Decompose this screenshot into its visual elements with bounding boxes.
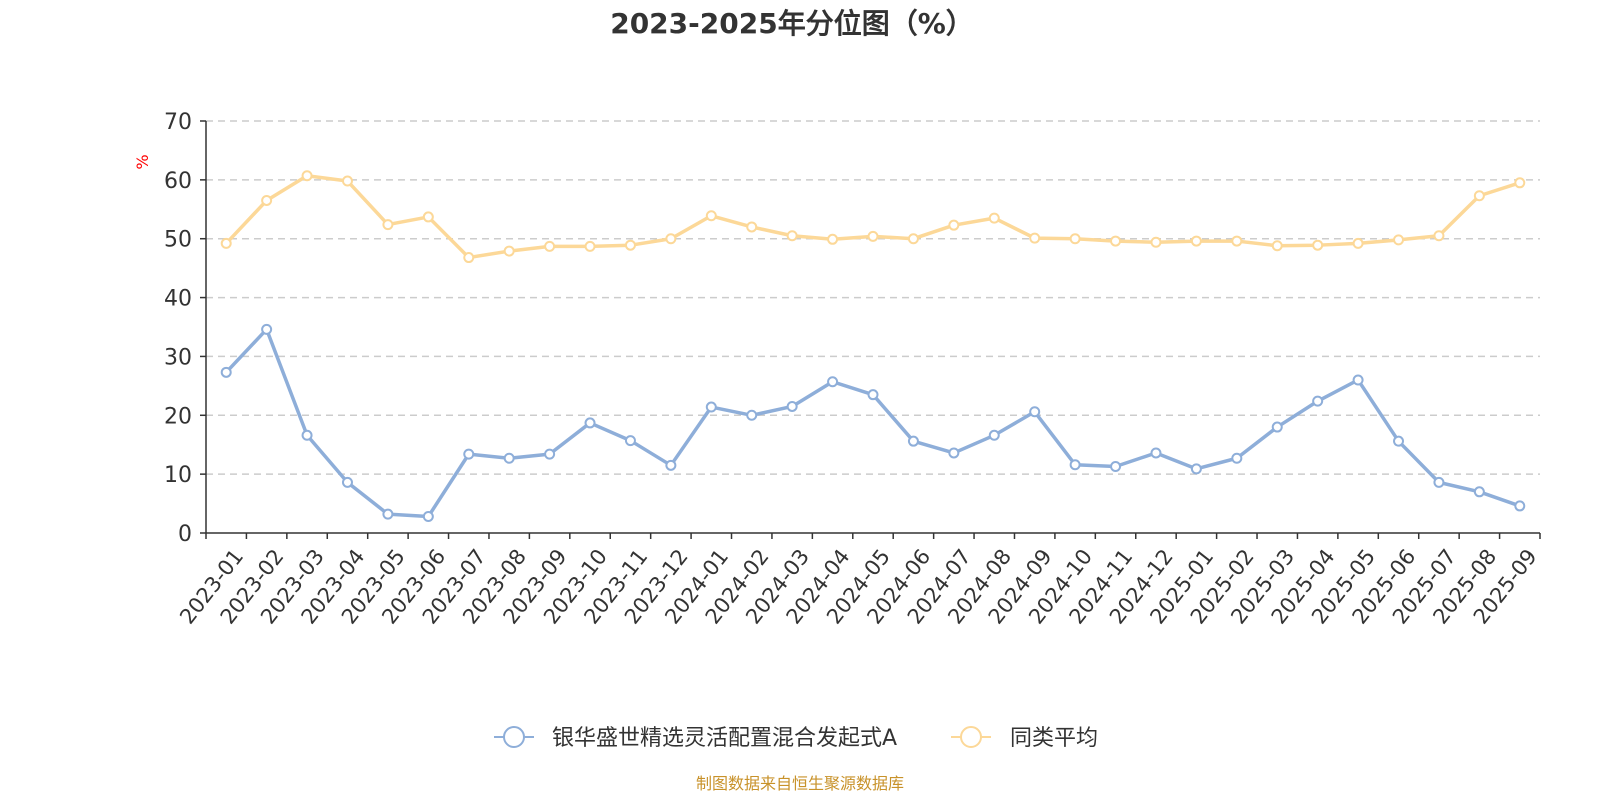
data-point[interactable] (503, 245, 515, 257)
data-point[interactable] (867, 230, 879, 242)
y-axis: 0 10 20 30 40 50 60 70 (164, 110, 207, 547)
data-point[interactable] (1150, 447, 1162, 459)
data-point[interactable] (1110, 235, 1122, 247)
data-point[interactable] (301, 429, 313, 441)
data-point[interactable] (1352, 374, 1364, 386)
data-point[interactable] (827, 376, 839, 388)
data-point[interactable] (220, 366, 232, 378)
data-point[interactable] (1150, 236, 1162, 248)
data-point[interactable] (220, 237, 232, 249)
data-point[interactable] (624, 435, 636, 447)
data-point[interactable] (1190, 235, 1202, 247)
legend-item-average[interactable]: 同类平均 (951, 726, 1098, 751)
data-point[interactable] (1231, 452, 1243, 464)
data-point[interactable] (1069, 233, 1081, 245)
data-point[interactable] (261, 323, 273, 335)
data-point[interactable] (907, 233, 919, 245)
data-point[interactable] (463, 252, 475, 264)
data-point[interactable] (1271, 421, 1283, 433)
legend-avg-circle-icon (960, 726, 982, 748)
data-point[interactable] (341, 175, 353, 187)
data-point[interactable] (584, 417, 596, 429)
data-point[interactable] (1312, 239, 1324, 251)
data-point[interactable] (301, 170, 313, 182)
data-point[interactable] (382, 219, 394, 231)
series-line-0 (224, 327, 1522, 519)
data-point[interactable] (1029, 406, 1041, 418)
data-point[interactable] (1190, 463, 1202, 475)
data-point[interactable] (1433, 476, 1445, 488)
data-point[interactable] (544, 448, 556, 460)
data-point[interactable] (1473, 190, 1485, 202)
data-point[interactable] (584, 240, 596, 252)
data-point[interactable] (1029, 232, 1041, 244)
y-tick-label: 60 (164, 169, 192, 194)
data-point[interactable] (665, 233, 677, 245)
data-point[interactable] (463, 448, 475, 460)
data-point[interactable] (705, 401, 717, 413)
data-point[interactable] (1433, 230, 1445, 242)
data-point[interactable] (665, 459, 677, 471)
y-axis-unit: % (133, 154, 152, 169)
data-point[interactable] (382, 508, 394, 520)
data-point[interactable] (1514, 500, 1526, 512)
data-point[interactable] (261, 194, 273, 206)
data-point[interactable] (422, 511, 434, 523)
data-point[interactable] (1110, 460, 1122, 472)
data-point[interactable] (1393, 234, 1405, 246)
y-tick-label: 20 (164, 404, 192, 429)
series-line-1 (224, 173, 1522, 260)
data-point[interactable] (1352, 237, 1364, 249)
data-point[interactable] (948, 219, 960, 231)
legend-fund-circle-icon (503, 726, 525, 748)
x-axis: 2023-012023-022023-032023-042023-052023-… (175, 532, 1542, 629)
data-point[interactable] (503, 452, 515, 464)
data-point[interactable] (1271, 240, 1283, 252)
y-tick-label: 30 (164, 345, 192, 370)
y-tick-label: 0 (178, 522, 192, 547)
data-point[interactable] (786, 230, 798, 242)
data-point[interactable] (624, 239, 636, 251)
data-point[interactable] (1069, 459, 1081, 471)
data-point[interactable] (422, 211, 434, 223)
data-point[interactable] (341, 476, 353, 488)
legend-label-average: 同类平均 (1010, 726, 1098, 751)
data-point[interactable] (786, 400, 798, 412)
legend-label-fund: 银华盛世精选灵活配置混合发起式A (552, 726, 897, 751)
chart-title: 2023-2025年分位图（%） (610, 7, 974, 40)
data-point[interactable] (1514, 177, 1526, 189)
y-tick-label: 40 (164, 287, 192, 312)
y-tick-label: 50 (164, 228, 192, 253)
data-point[interactable] (988, 212, 1000, 224)
data-point[interactable] (746, 409, 758, 421)
y-tick-label: 70 (164, 110, 192, 135)
data-point[interactable] (1473, 486, 1485, 498)
data-point[interactable] (827, 233, 839, 245)
source-note: 制图数据来自恒生聚源数据库 (696, 774, 904, 793)
data-point[interactable] (1393, 435, 1405, 447)
data-point[interactable] (746, 221, 758, 233)
data-point[interactable] (867, 389, 879, 401)
legend-item-fund[interactable]: 银华盛世精选灵活配置混合发起式A (494, 726, 897, 751)
data-point[interactable] (544, 240, 556, 252)
grid-lines (206, 120, 1540, 475)
y-tick-label: 10 (164, 463, 192, 488)
data-point[interactable] (1231, 235, 1243, 247)
plot-area (220, 170, 1526, 523)
data-point[interactable] (1312, 395, 1324, 407)
data-point[interactable] (705, 210, 717, 222)
data-point[interactable] (907, 435, 919, 447)
data-point[interactable] (948, 447, 960, 459)
data-point[interactable] (988, 429, 1000, 441)
